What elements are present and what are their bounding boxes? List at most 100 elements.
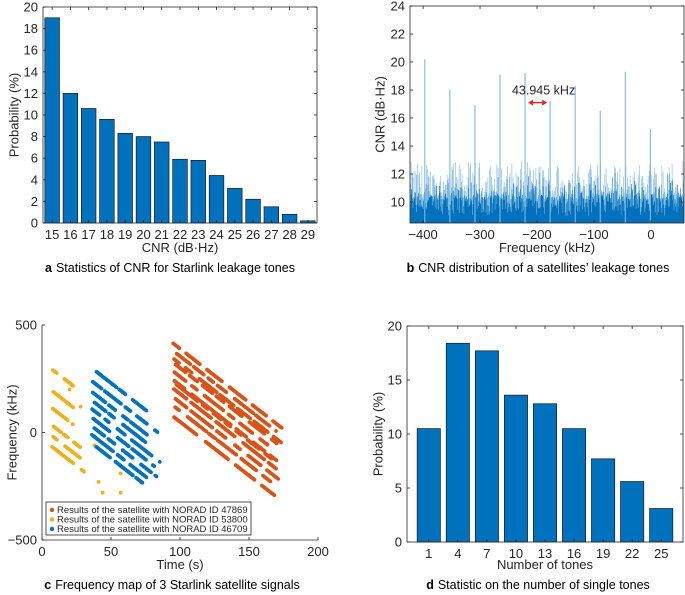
panel-caption: d Statistic on the number of single tones: [426, 578, 650, 592]
x-tick-label: 10: [509, 546, 523, 561]
series-0: [171, 341, 284, 498]
y-axis-ticks: 10 12 14 16 18 20 22 24: [391, 0, 684, 210]
point: [140, 480, 145, 485]
spacing-annotation: 43.945 kHz: [512, 84, 575, 106]
point: [114, 385, 119, 390]
bar-22: [620, 481, 645, 543]
legend-marker: [49, 526, 55, 532]
point: [228, 424, 233, 429]
point: [221, 408, 226, 413]
point: [254, 468, 259, 473]
point: [119, 401, 123, 406]
point: [197, 362, 202, 366]
x-tick-label: 19: [118, 227, 132, 242]
caption-letter: b: [407, 261, 415, 275]
y-tick-label: 20: [24, 0, 38, 15]
point: [272, 493, 277, 498]
point: [155, 430, 160, 434]
y-axis-ticks: 0 2 4 6 8 10 12 14 16 18 20: [24, 0, 317, 231]
x-axis-label: CNR (dB·Hz): [142, 240, 219, 255]
x-axis-label: Number of tones: [497, 557, 594, 572]
point: [221, 400, 226, 404]
panel-b: 10 12 14 16 18 20 22 24 −400 −300 −200 −100 0 43.94…: [373, 0, 685, 275]
point: [183, 379, 188, 383]
point: [118, 471, 123, 476]
legend-box: [45, 501, 252, 536]
point: [234, 452, 239, 457]
x-tick-label: 4: [454, 546, 461, 561]
bar-23: [190, 160, 206, 224]
point: [184, 396, 189, 401]
point: [188, 362, 193, 367]
bar-13: [533, 403, 557, 543]
point: [123, 392, 128, 397]
bar-24: [208, 175, 225, 224]
x-tick-label: 18: [100, 227, 114, 242]
point: [195, 379, 200, 384]
point: [224, 390, 229, 395]
point: [268, 479, 273, 484]
y-axis-label: Probability (%): [7, 73, 22, 158]
point: [274, 441, 279, 446]
series-1: [50, 368, 123, 514]
point: [274, 466, 278, 471]
point: [274, 429, 278, 433]
point: [78, 445, 82, 449]
x-axis-label: Frequency (kHz): [499, 240, 595, 255]
bar-18: [99, 118, 115, 224]
point: [239, 414, 244, 418]
point: [244, 434, 249, 439]
point: [71, 383, 75, 388]
point: [262, 457, 267, 462]
x-tick-label: −400: [408, 227, 437, 242]
bar-16: [562, 428, 587, 543]
x-tick-label: 16: [63, 227, 77, 242]
arrow-head-left: [528, 99, 534, 106]
x-tick-label: 20: [136, 227, 150, 242]
point: [65, 435, 70, 440]
y-tick-label: 12: [391, 167, 405, 182]
point: [82, 469, 86, 474]
y-axis-ticks: 0 5 10 15 20: [388, 319, 683, 550]
point: [144, 421, 149, 426]
noise-dark: [410, 176, 684, 223]
scatter-points: [50, 341, 284, 514]
bars: [416, 342, 674, 543]
point: [149, 453, 154, 458]
x-tick-label: 1: [425, 546, 432, 561]
bar-20: [135, 136, 152, 224]
series-2: [90, 369, 162, 485]
point: [144, 475, 149, 480]
point: [232, 434, 237, 439]
x-axis-ticks: 1 4 7 10 13 16 19 22 25: [425, 326, 668, 561]
y-tick-label: 24: [391, 0, 405, 14]
bar-21: [154, 141, 170, 224]
y-tick-label: 18: [391, 83, 405, 98]
point: [243, 397, 248, 402]
x-tick-label: 28: [282, 227, 296, 242]
caption-text: Frequency map of 3 Starlink satellite si…: [55, 578, 300, 592]
point: [143, 440, 148, 444]
point: [223, 436, 228, 440]
bar-7: [474, 350, 499, 543]
y-axis-ticks: −500 0 500: [8, 318, 45, 548]
point: [204, 429, 209, 434]
point: [267, 424, 272, 428]
point: [226, 457, 230, 462]
point: [107, 429, 112, 434]
point: [126, 417, 130, 422]
point: [248, 416, 253, 421]
y-tick-label: 500: [15, 318, 37, 333]
x-tick-label: 100: [169, 544, 191, 559]
caption-text: Statistic on the number of single tones: [438, 578, 650, 592]
point: [262, 431, 267, 436]
point: [210, 391, 215, 396]
point: [209, 416, 214, 420]
point: [210, 425, 215, 430]
spacing-label: 43.945 kHz: [512, 84, 575, 98]
point: [194, 432, 199, 437]
point: [274, 458, 279, 463]
x-tick-label: 150: [238, 544, 260, 559]
x-tick-label: 22: [173, 227, 187, 242]
